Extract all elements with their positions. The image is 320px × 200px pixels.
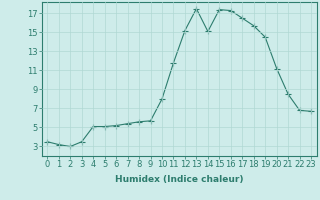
X-axis label: Humidex (Indice chaleur): Humidex (Indice chaleur) — [115, 175, 244, 184]
